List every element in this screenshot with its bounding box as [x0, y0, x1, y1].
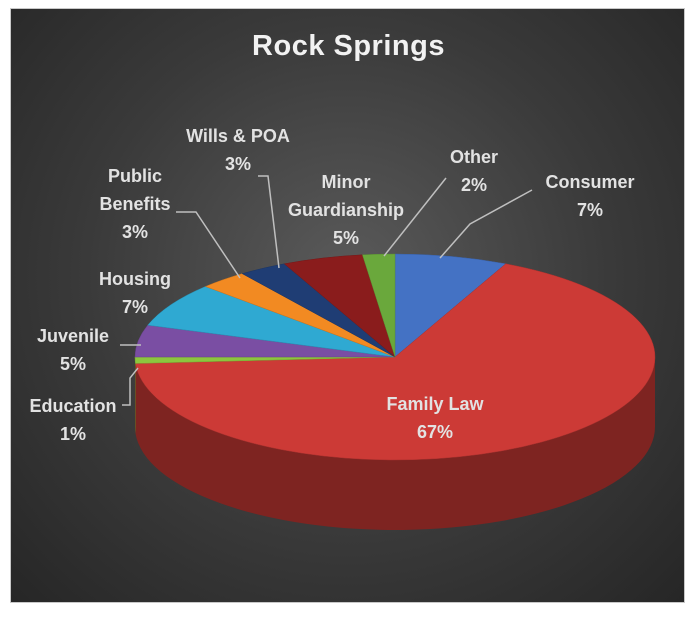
category-label: Wills & POA: [186, 126, 290, 146]
category-label: Other: [449, 147, 498, 167]
value-label: 3%: [121, 222, 148, 242]
slice: [135, 263, 656, 461]
slice-side: [135, 357, 136, 434]
value-label: 67%: [416, 422, 454, 442]
data-label: Juvenile 5%: [18, 322, 128, 378]
leader-lines: [120, 175, 533, 406]
slice: [394, 253, 507, 358]
chart-title: Rock Springs: [252, 30, 445, 62]
slice: [147, 286, 396, 358]
category-label: Family Law: [386, 394, 484, 414]
leader-line: [258, 175, 280, 269]
leader-line: [383, 177, 447, 257]
value-label: 5%: [59, 354, 86, 374]
value-label: 3%: [224, 154, 251, 174]
category-label: Juvenile: [36, 326, 110, 346]
leader-line: [439, 189, 533, 259]
data-label: Family Law 67%: [355, 390, 515, 446]
value-label: 2%: [460, 175, 487, 195]
leader-line: [176, 211, 241, 279]
value-label: 1%: [59, 424, 86, 444]
category-label: Education: [29, 396, 117, 416]
slice: [362, 253, 396, 358]
data-label: Consumer 7%: [525, 168, 655, 224]
category-label: Public Benefits: [99, 166, 171, 214]
data-label: Minor Guardianship 5%: [276, 168, 416, 252]
category-label: Housing: [99, 269, 171, 289]
data-label: Other 2%: [434, 143, 514, 199]
leader-line: [122, 367, 139, 406]
data-label: Housing 7%: [75, 265, 195, 321]
value-label: 7%: [121, 297, 148, 317]
data-label: Education 1%: [13, 392, 133, 448]
data-label: Public Benefits 3%: [80, 162, 190, 246]
category-label: Consumer: [545, 172, 635, 192]
category-label: Minor Guardianship: [287, 172, 404, 220]
value-label: 7%: [576, 200, 603, 220]
value-label: 5%: [332, 228, 359, 248]
slice-side: [135, 357, 655, 531]
data-label: Wills & POA 3%: [173, 122, 303, 178]
